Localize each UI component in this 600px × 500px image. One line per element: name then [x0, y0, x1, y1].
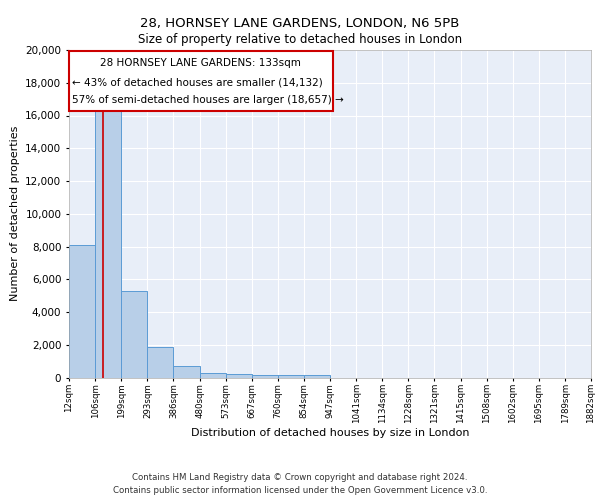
Bar [69, 245, 95, 378]
Bar [148, 347, 173, 378]
Bar [304, 376, 330, 378]
Y-axis label: Number of detached properties: Number of detached properties [10, 126, 20, 302]
X-axis label: Distribution of detached houses by size in London: Distribution of detached houses by size … [191, 428, 469, 438]
Bar [121, 290, 148, 378]
Text: Size of property relative to detached houses in London: Size of property relative to detached ho… [138, 32, 462, 46]
Text: 57% of semi-detached houses are larger (18,657) →: 57% of semi-detached houses are larger (… [71, 95, 343, 105]
FancyBboxPatch shape [69, 50, 332, 110]
Bar [173, 366, 200, 378]
Bar [200, 372, 226, 378]
Bar [226, 374, 252, 378]
Text: 28, HORNSEY LANE GARDENS, LONDON, N6 5PB: 28, HORNSEY LANE GARDENS, LONDON, N6 5PB [140, 18, 460, 30]
Bar [278, 375, 304, 378]
Text: ← 43% of detached houses are smaller (14,132): ← 43% of detached houses are smaller (14… [71, 78, 322, 88]
Bar [95, 108, 121, 378]
Text: 28 HORNSEY LANE GARDENS: 133sqm: 28 HORNSEY LANE GARDENS: 133sqm [100, 58, 301, 68]
Text: Contains HM Land Registry data © Crown copyright and database right 2024.
Contai: Contains HM Land Registry data © Crown c… [113, 474, 487, 495]
Bar [252, 374, 278, 378]
